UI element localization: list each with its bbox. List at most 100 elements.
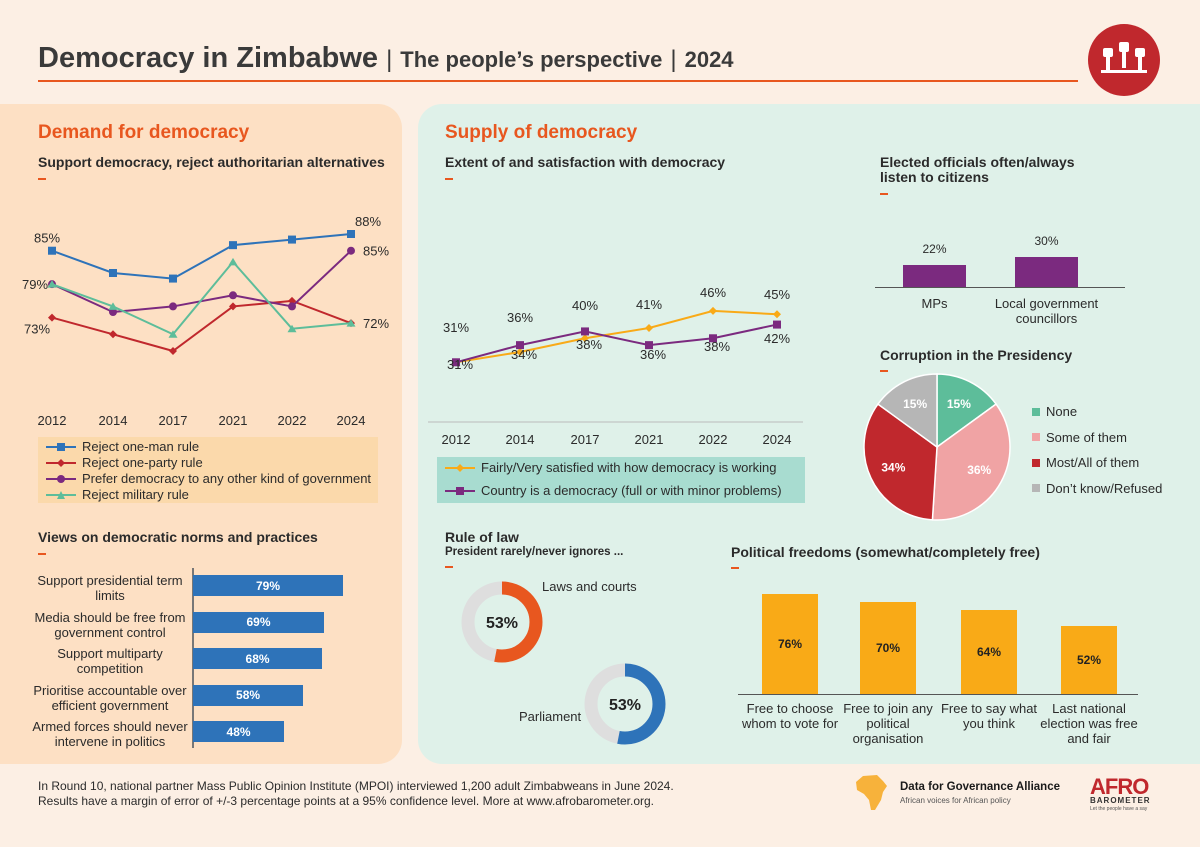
legend-item: Most/All of them	[1032, 455, 1139, 470]
x-tick-label: 2022	[699, 432, 728, 447]
bar: 79%	[193, 575, 343, 596]
bar-category-label: Support multiparty competition	[57, 646, 163, 676]
support-legend: Reject one-man rule Reject one-party rul…	[38, 437, 378, 503]
x-tick-label: 2022	[278, 413, 307, 428]
bar-category-label: Local government councillors	[994, 296, 1099, 326]
support-chart-title: Support democracy, reject authoritarian …	[38, 154, 385, 170]
data-label: 36%	[967, 463, 991, 477]
data-label: 53%	[609, 697, 641, 714]
series-line	[51, 233, 352, 280]
data-label: 88%	[355, 214, 381, 229]
bar: 48%	[193, 721, 285, 742]
corruption-chart-title: Corruption in the Presidency	[880, 347, 1073, 363]
title-year: 2024	[684, 47, 734, 72]
axis-line	[192, 568, 194, 748]
data-label: 53%	[486, 615, 518, 632]
data-point	[645, 324, 653, 332]
elected-chart-title: Elected officials often/always listen to…	[880, 154, 1075, 185]
data-label: 38%	[704, 339, 730, 354]
title-dash	[880, 370, 888, 372]
data-label: 34%	[511, 347, 537, 362]
parliament-label: Parliament	[519, 709, 582, 724]
footer-line-2: Results have a margin of error of +/-3 p…	[38, 794, 654, 808]
x-tick-label: 2014	[99, 413, 128, 428]
data-point	[347, 246, 355, 255]
data-label: 15%	[903, 397, 927, 411]
bar: 52%	[1061, 625, 1117, 694]
legend-swatch	[1032, 484, 1040, 492]
footer-line-1: In Round 10, national partner Mass Publi…	[38, 779, 674, 793]
axis-line	[875, 287, 1125, 288]
legend-label: Fairly/Very satisfied with how democracy…	[481, 460, 777, 475]
legend-label: Reject one-man rule	[82, 439, 200, 454]
legend-label: Reject military rule	[82, 487, 189, 502]
data-point	[109, 330, 117, 339]
bar: 76%	[762, 594, 818, 694]
data-point	[287, 324, 297, 333]
bar: 64%	[961, 609, 1017, 694]
data-label: 41%	[636, 297, 662, 312]
legend-swatch	[1032, 433, 1040, 441]
legend-item-prefer-democracy: Prefer democracy to any other kind of go…	[46, 471, 371, 486]
data-label: 36%	[640, 347, 666, 362]
data-point	[516, 341, 524, 350]
legend-label: Prefer democracy to any other kind of go…	[82, 471, 372, 486]
title-dash	[38, 178, 46, 180]
data-label: 31%	[443, 320, 469, 335]
data-point	[47, 280, 57, 288]
pie-slice	[936, 373, 998, 449]
afrobarometer-word: BAROMETER	[1090, 796, 1151, 805]
bar-category-label: Media should be free from government con…	[34, 609, 186, 640]
data-point	[229, 241, 237, 250]
data-label: 38%	[576, 337, 602, 352]
donut-arc	[584, 663, 666, 745]
data-point	[288, 296, 296, 305]
data-label: 31%	[447, 357, 473, 372]
data-label: 79%	[22, 277, 48, 292]
bar-category-label: Armed forces should never intervene in p…	[32, 719, 188, 749]
data-point	[48, 313, 56, 322]
legend-item: None	[1032, 404, 1077, 419]
pie-slice	[863, 403, 938, 521]
data-point	[452, 358, 460, 367]
data-label: 45%	[764, 287, 790, 302]
bar: 58%	[193, 684, 304, 706]
legend-item-is-democracy: Country is a democracy (full or with min…	[445, 483, 782, 498]
title-dash	[445, 566, 453, 568]
data-label: 73%	[24, 322, 50, 337]
legend-label: None	[1046, 404, 1078, 419]
data-label: 42%	[764, 331, 790, 346]
x-tick-label: 2024	[763, 432, 792, 447]
corruption-pie-chart: 15% 36% 34% 15%	[863, 373, 1011, 521]
data-point	[288, 302, 296, 311]
data-point	[109, 269, 117, 277]
extent-chart-title: Extent of and satisfaction with democrac…	[445, 154, 726, 170]
title-text: Democracy in Zimbabwe	[38, 42, 379, 74]
x-tick-label: 2017	[159, 413, 188, 428]
data-point	[108, 302, 118, 310]
bar-category-label: Support presidential term limits	[37, 573, 183, 603]
legend-swatch	[1032, 407, 1040, 416]
legend-item-one-party: Reject one-party rule	[46, 455, 203, 470]
bar: 70%	[860, 601, 916, 694]
supply-title: Supply of democracy	[445, 122, 638, 143]
pie-slice	[931, 403, 1011, 521]
legend-label: Some of them	[1046, 429, 1127, 445]
data-point	[581, 334, 589, 343]
data-point	[229, 291, 237, 300]
legend-item-military: Reject military rule	[46, 487, 189, 502]
data-point	[773, 320, 781, 329]
legend-item: Some of them	[1032, 430, 1127, 445]
x-tick-label: 2012	[38, 413, 67, 428]
data-label: 22%	[922, 242, 947, 256]
axis-line	[738, 694, 1138, 695]
series-line	[455, 323, 778, 364]
demand-title: Demand for democracy	[38, 122, 250, 143]
legend-item: Don’t know/Refused	[1032, 481, 1162, 496]
support-line-chart: 2012 2014 2017 2021 2022 2024 85% 79% 73% 88% 85% 7…	[22, 214, 389, 428]
legend-label: Don’t know/Refused	[1046, 480, 1163, 496]
africa-map-icon	[856, 775, 887, 810]
data-label: 85%	[363, 244, 389, 259]
bar	[903, 265, 966, 287]
freedoms-bar-chart: 76% Free to choose whom to vote for 70% Fre…	[730, 580, 1150, 760]
